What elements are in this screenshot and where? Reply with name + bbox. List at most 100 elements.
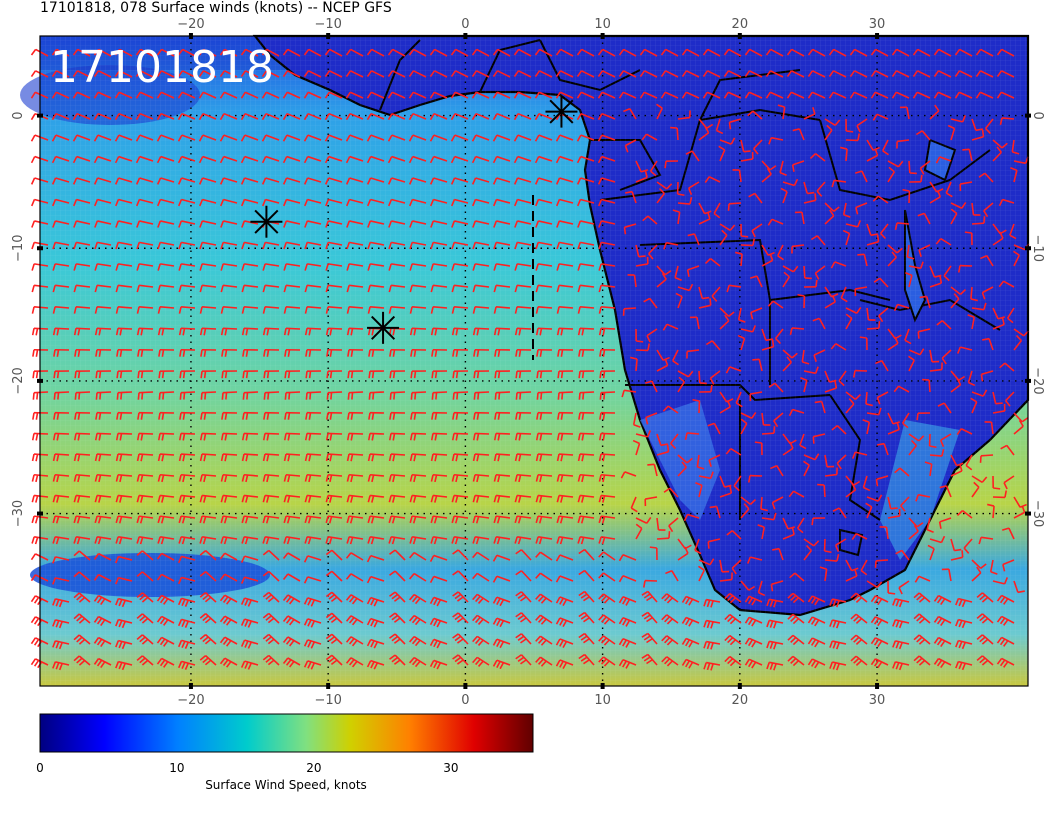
wind-barb [31, 327, 49, 336]
wind-barb [199, 473, 217, 483]
wind-barb [556, 327, 574, 336]
right-latitude-labels: 0 −10 −20 −30 [1030, 111, 1045, 527]
wind-barb [599, 348, 616, 357]
wind-barb [845, 391, 862, 401]
wind-barb [200, 370, 217, 379]
wind-barb [263, 411, 280, 420]
wind-barb [740, 139, 751, 153]
wind-barb [241, 536, 259, 545]
wind-barb [733, 475, 742, 492]
wind-barb [262, 473, 280, 483]
wind-barb [786, 70, 805, 78]
grid-texture [40, 36, 1028, 686]
wind-barb [744, 70, 763, 78]
wind-barb [388, 432, 406, 441]
wind-barb [892, 640, 910, 650]
wind-barb [515, 612, 532, 624]
wind-barb [1013, 250, 1020, 267]
wind-barb [283, 284, 301, 293]
wind-barb [656, 181, 673, 190]
wind-barb [116, 391, 133, 400]
wind-barb [93, 70, 112, 78]
wind-barb [555, 596, 574, 606]
wind-barb [999, 362, 1015, 372]
wind-barb [534, 91, 553, 99]
wind-barb [450, 112, 469, 121]
wind-barb [686, 265, 700, 277]
wind-barb [347, 370, 364, 379]
wind-barb [325, 306, 343, 314]
wind-barb [598, 572, 616, 582]
wind-barb [429, 155, 448, 164]
wind-barb [325, 198, 343, 207]
wind-barb [220, 327, 238, 336]
wind-barb [115, 306, 133, 314]
wind-barb [980, 254, 994, 267]
wind-barb [199, 536, 217, 545]
wind-barb [409, 198, 427, 207]
wind-barb [114, 48, 133, 57]
wind-barb [94, 241, 112, 250]
wind-barb [325, 432, 343, 441]
wind-barb [757, 524, 766, 540]
wind-barb [304, 473, 322, 483]
wind-barb [598, 593, 616, 604]
wind-barb [536, 411, 553, 420]
wind-barb [998, 198, 1015, 207]
wind-barb [727, 202, 742, 211]
wind-barb [879, 526, 889, 540]
wind-barb [632, 439, 641, 456]
wind-barb [912, 91, 931, 99]
wind-barb [555, 659, 574, 669]
wind-barb [177, 576, 196, 585]
wind-barb [95, 348, 112, 357]
wind-barb [325, 654, 343, 666]
wind-barb [52, 284, 70, 293]
wind-barb [199, 306, 217, 314]
wind-barb [660, 91, 679, 99]
wind-barb [556, 432, 574, 441]
wind-barb [751, 223, 763, 238]
wind-barb [787, 634, 805, 646]
wind-barb [975, 91, 994, 99]
wind-barb [115, 327, 133, 336]
wind-barb [576, 112, 595, 121]
wind-barb [494, 391, 511, 400]
wind-barb [200, 391, 217, 400]
wind-barb [262, 327, 280, 336]
wind-barb [472, 306, 490, 314]
wind-barb [992, 577, 1009, 585]
wind-barb [536, 348, 553, 357]
wind-barb [451, 473, 469, 483]
wind-barb [241, 241, 259, 250]
wind-barb [681, 616, 700, 627]
wind-barb [240, 576, 259, 584]
wind-barb [410, 348, 427, 357]
wind-barb [635, 343, 651, 352]
wind-barb [156, 112, 175, 121]
wind-barb [971, 129, 985, 141]
wind-barb [515, 549, 532, 561]
wind-barb [850, 634, 868, 645]
wind-barb [677, 546, 689, 561]
wind-barb [451, 536, 469, 545]
wind-barb [430, 198, 448, 207]
wind-barb [713, 202, 721, 219]
wind-barb [724, 592, 742, 604]
wind-barb [787, 592, 805, 604]
wind-barb [663, 241, 679, 250]
wind-barb [598, 327, 616, 336]
wind-barb [51, 155, 70, 164]
wind-barb [698, 565, 705, 582]
wind-barb [472, 656, 490, 667]
wind-barb [862, 419, 871, 435]
wind-barb [845, 118, 854, 133]
wind-barb [157, 453, 175, 462]
wind-barb [325, 536, 343, 545]
wind-barb [473, 411, 490, 420]
wind-barb [866, 494, 883, 502]
wind-barb [849, 91, 868, 99]
wind-barb [53, 348, 70, 357]
wind-barb [73, 494, 91, 503]
wind-barb [73, 613, 91, 624]
